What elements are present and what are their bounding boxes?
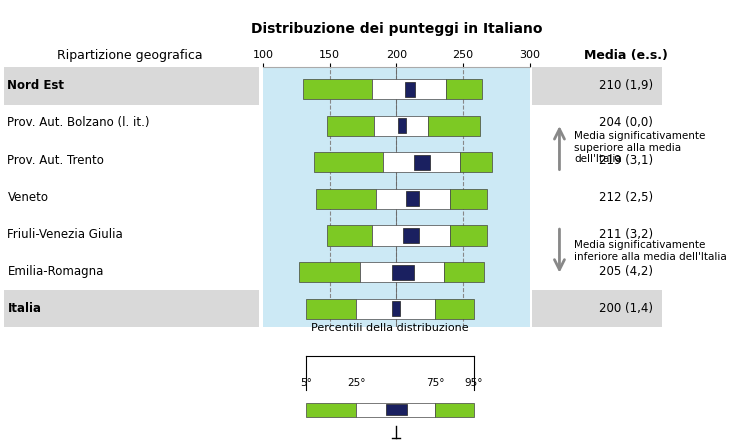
Text: Prov. Aut. Bolzano (l. it.): Prov. Aut. Bolzano (l. it.): [7, 116, 150, 129]
Text: Nord Est: Nord Est: [7, 79, 64, 92]
Bar: [413, 155, 430, 170]
Text: Media significativamente
inferiore alla media dell'Italia: Media significativamente inferiore alla …: [574, 240, 727, 262]
Bar: [356, 402, 435, 418]
Bar: [376, 189, 450, 209]
Bar: [299, 262, 360, 282]
Text: 211 (3,2): 211 (3,2): [599, 228, 654, 241]
Bar: [303, 79, 373, 99]
Text: 200 (1,4): 200 (1,4): [599, 302, 653, 315]
Text: Percentili della distribuzione: Percentili della distribuzione: [311, 323, 468, 333]
Bar: [446, 79, 482, 99]
Text: Friuli-Venezia Giulia: Friuli-Venezia Giulia: [7, 228, 123, 241]
Text: Media (e.s.): Media (e.s.): [584, 49, 668, 63]
Text: 219 (3,1): 219 (3,1): [599, 154, 654, 167]
Bar: [435, 402, 473, 418]
Bar: [373, 225, 450, 246]
Bar: [450, 189, 487, 209]
Bar: [403, 228, 419, 243]
Bar: [373, 79, 446, 99]
Text: 5°: 5°: [300, 379, 312, 388]
Text: Veneto: Veneto: [7, 190, 48, 204]
Text: 204 (0,0): 204 (0,0): [599, 116, 653, 129]
Bar: [327, 116, 373, 136]
Bar: [386, 405, 407, 415]
Bar: [405, 82, 415, 97]
Bar: [450, 225, 487, 246]
Bar: [445, 262, 485, 282]
Bar: [406, 191, 419, 207]
Bar: [398, 118, 406, 134]
Text: 25°: 25°: [348, 379, 365, 388]
Bar: [373, 116, 428, 136]
Text: Media significativamente
superiore alla media
dell'Italia: Media significativamente superiore alla …: [574, 131, 705, 164]
Text: 212 (2,5): 212 (2,5): [599, 190, 654, 204]
Bar: [428, 116, 480, 136]
Bar: [327, 225, 373, 246]
Bar: [316, 189, 376, 209]
Text: 95°: 95°: [465, 379, 483, 388]
Text: 75°: 75°: [426, 379, 445, 388]
Bar: [306, 299, 356, 319]
Bar: [356, 299, 435, 319]
Text: 210 (1,9): 210 (1,9): [599, 79, 654, 92]
Bar: [435, 299, 473, 319]
Text: 205 (4,2): 205 (4,2): [599, 265, 653, 278]
Bar: [360, 262, 445, 282]
Text: Emilia-Romagna: Emilia-Romagna: [7, 265, 104, 278]
Bar: [306, 402, 356, 418]
Text: Prov. Aut. Trento: Prov. Aut. Trento: [7, 154, 104, 167]
Bar: [313, 152, 383, 172]
Bar: [393, 301, 400, 316]
Bar: [460, 152, 493, 172]
Bar: [392, 265, 414, 280]
Text: Ripartizione geografica: Ripartizione geografica: [57, 49, 202, 63]
Text: Distribuzione dei punteggi in Italiano: Distribuzione dei punteggi in Italiano: [250, 22, 542, 36]
Bar: [383, 152, 460, 172]
Text: Italia: Italia: [7, 302, 41, 315]
